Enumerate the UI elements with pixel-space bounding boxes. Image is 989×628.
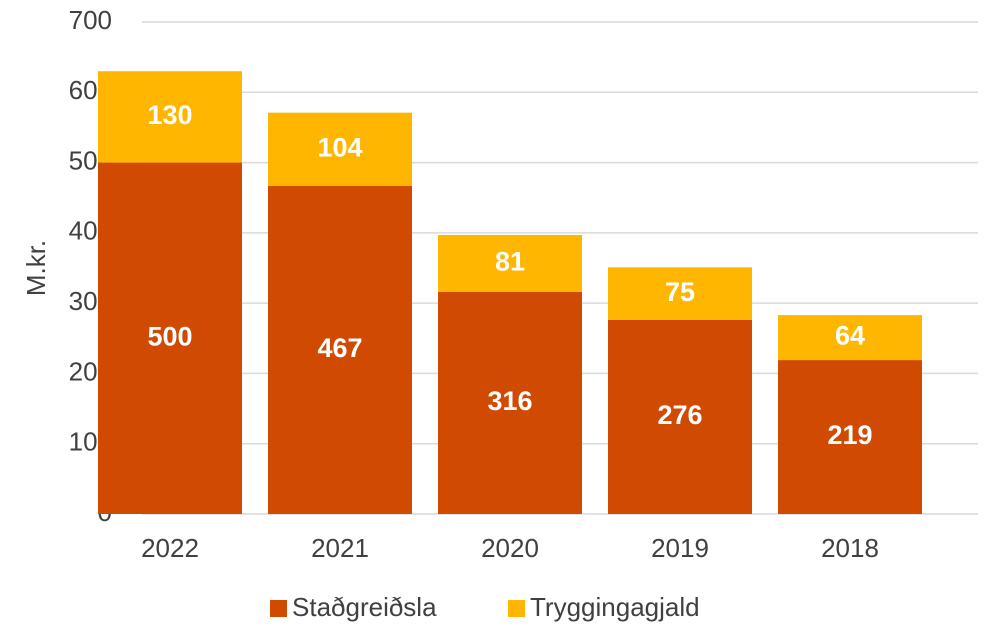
data-label: 64: [835, 321, 865, 351]
bar-segment: [608, 267, 752, 321]
x-tick-label: 2022: [141, 533, 199, 563]
bar-segment: [778, 360, 922, 514]
data-label: 81: [495, 247, 525, 277]
data-label: 219: [827, 420, 872, 450]
legend-swatch: [270, 600, 287, 617]
bar-segment: [98, 71, 242, 163]
data-label: 104: [317, 132, 362, 162]
data-label: 276: [657, 400, 702, 430]
data-label: 467: [317, 333, 362, 363]
bar-segment: [268, 112, 412, 186]
data-label: 500: [147, 321, 192, 351]
y-axis-label: M.kr.: [21, 240, 51, 296]
data-label: 75: [665, 277, 695, 307]
bar-segment: [438, 234, 582, 292]
y-tick-label: 700: [69, 5, 112, 35]
bar-segment: [268, 185, 412, 514]
data-label: 316: [487, 386, 532, 416]
x-tick-label: 2018: [821, 533, 879, 563]
x-tick-label: 2020: [481, 533, 539, 563]
data-label: 130: [147, 100, 192, 130]
bar-segment: [98, 162, 242, 515]
bar-segment: [608, 320, 752, 514]
x-tick-label: 2019: [651, 533, 709, 563]
x-tick-label: 2021: [311, 533, 369, 563]
legend-swatch: [508, 600, 525, 617]
legend-label: Tryggingagjald: [530, 592, 700, 622]
bar-segment: [778, 315, 922, 361]
bar-segment: [438, 291, 582, 514]
legend-label: Staðgreiðsla: [292, 592, 437, 622]
